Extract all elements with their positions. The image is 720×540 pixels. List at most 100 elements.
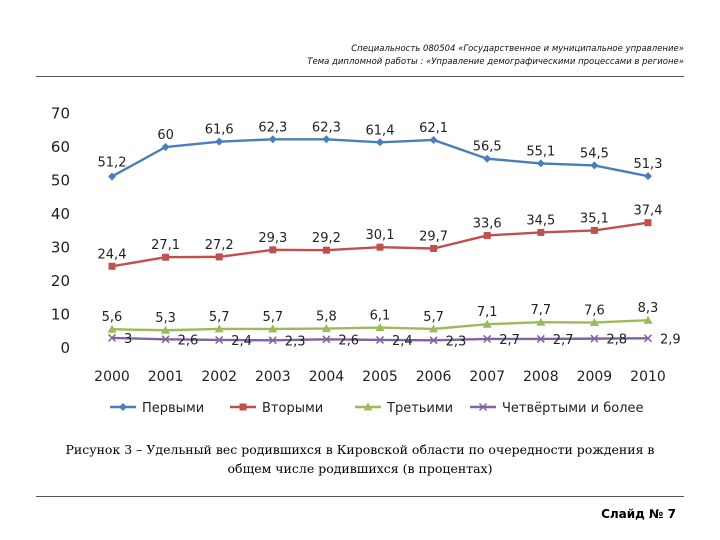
x-marker — [375, 335, 385, 344]
caption-line-1: Рисунок 3 – Удельный вес родившихся в Ки… — [65, 442, 655, 457]
triangle-marker — [643, 315, 653, 324]
square-marker — [644, 219, 652, 227]
data-label: 27,2 — [205, 238, 234, 253]
square-marker — [590, 226, 598, 234]
data-label: 29,3 — [258, 231, 287, 246]
triangle-marker — [482, 319, 492, 328]
triangle-marker — [375, 323, 385, 332]
legend-marker — [119, 403, 127, 411]
data-label: 8,3 — [638, 301, 659, 316]
data-label: 35,1 — [580, 211, 609, 226]
caption-line-2: общем числе родившихся (в процентах) — [227, 461, 493, 476]
data-label: 56,5 — [473, 140, 502, 155]
data-label: 5,8 — [316, 310, 337, 325]
data-label: 54,5 — [580, 146, 609, 161]
y-tick-label: 30 — [51, 239, 70, 257]
data-label: 5,7 — [209, 310, 230, 325]
triangle-marker — [214, 324, 224, 333]
legend-label: Вторыми — [262, 401, 323, 416]
x-marker — [215, 335, 224, 344]
y-tick-label: 40 — [51, 205, 70, 223]
diamond-marker — [590, 161, 599, 170]
legend-label: Третьими — [386, 401, 453, 416]
footer-divider — [36, 496, 684, 497]
square-marker — [376, 243, 384, 251]
data-label: 61,4 — [366, 123, 395, 138]
data-label: 7,1 — [477, 305, 498, 320]
x-tick-label: 2010 — [630, 369, 666, 385]
data-label: 27,1 — [151, 238, 180, 253]
square-marker — [483, 231, 491, 239]
diamond-marker — [376, 138, 384, 147]
data-label: 2,4 — [231, 334, 252, 349]
legend-label: Первыми — [142, 401, 204, 416]
data-label: 5,3 — [155, 311, 176, 326]
x-tick-label: 2006 — [416, 369, 452, 385]
legend-marker — [478, 402, 488, 412]
x-tick-label: 2005 — [362, 369, 398, 385]
x-marker — [590, 334, 599, 343]
data-label: 2,9 — [660, 332, 681, 347]
data-label: 62,1 — [419, 121, 448, 136]
diamond-marker — [322, 135, 331, 144]
diamond-marker — [108, 172, 116, 181]
x-tick-label: 2004 — [309, 369, 345, 385]
data-label: 2,3 — [285, 334, 306, 349]
x-marker — [536, 334, 545, 343]
data-label: 29,7 — [419, 230, 448, 245]
data-label: 2,8 — [606, 333, 627, 348]
x-tick-label: 2000 — [94, 369, 130, 385]
data-label: 7,6 — [584, 304, 605, 319]
data-label: 3 — [124, 332, 132, 347]
y-tick-label: 70 — [51, 105, 70, 123]
slide-number: Слайд № 7 — [601, 507, 676, 521]
square-marker — [269, 246, 277, 254]
data-label: 33,6 — [473, 216, 502, 231]
data-label: 5,7 — [262, 310, 283, 325]
x-tick-label: 2002 — [201, 369, 237, 385]
data-labels: 51,2 60 61,6 62,3 62,3 61,4 62,1 56,5 55,1 54,5 51… — [98, 120, 681, 349]
data-label: 62,3 — [312, 120, 341, 135]
data-label: 55,1 — [526, 144, 555, 159]
data-label: 37,4 — [634, 204, 663, 219]
triangle-marker — [161, 325, 171, 334]
x-tick-label: 2001 — [148, 369, 184, 385]
x-tick-label: 2008 — [523, 369, 559, 385]
data-label: 61,6 — [205, 123, 234, 138]
chart-legend: Первыми Вторыми Третьими Четвёртыми и более — [110, 401, 643, 416]
diamond-marker — [268, 135, 277, 144]
data-label: 2,4 — [392, 334, 413, 349]
legend-marker — [239, 403, 247, 411]
data-label: 24,4 — [98, 247, 127, 262]
y-tick-label: 0 — [60, 339, 70, 357]
square-marker — [322, 246, 330, 254]
x-tick-label: 2009 — [577, 369, 613, 385]
data-label: 2,7 — [499, 333, 520, 348]
data-label: 34,5 — [526, 213, 555, 228]
triangle-marker — [536, 317, 546, 326]
diamond-marker — [644, 172, 652, 181]
y-tick-label: 20 — [51, 272, 70, 290]
header-divider — [36, 76, 684, 77]
x-marker — [107, 333, 117, 342]
triangle-marker — [268, 324, 278, 333]
square-marker — [108, 262, 116, 270]
data-label: 51,2 — [98, 155, 127, 170]
data-label: 29,2 — [312, 231, 341, 246]
y-tick-label: 50 — [51, 172, 70, 190]
triangle-marker — [321, 324, 331, 333]
x-tick-label: 2007 — [469, 369, 505, 385]
square-marker — [430, 245, 438, 253]
x-axis: 2000 2001 2002 2003 2004 2005 2006 2007 2008 2009… — [94, 369, 666, 385]
x-tick-label: 2003 — [255, 369, 291, 385]
y-tick-label: 10 — [51, 306, 70, 324]
data-label: 2,7 — [553, 333, 574, 348]
data-label: 6,1 — [370, 309, 391, 324]
square-marker — [537, 228, 545, 236]
figure-caption: Рисунок 3 – Удельный вес родившихся в Ки… — [30, 440, 690, 478]
line-chart: 0 10 20 30 40 50 60 70 2000 2001 2002 2003 2004 2005… — [51, 105, 681, 417]
legend-label: Четвёртыми и более — [502, 401, 643, 416]
triangle-marker — [429, 324, 439, 333]
diamond-marker — [215, 137, 224, 146]
x-marker — [161, 335, 170, 344]
